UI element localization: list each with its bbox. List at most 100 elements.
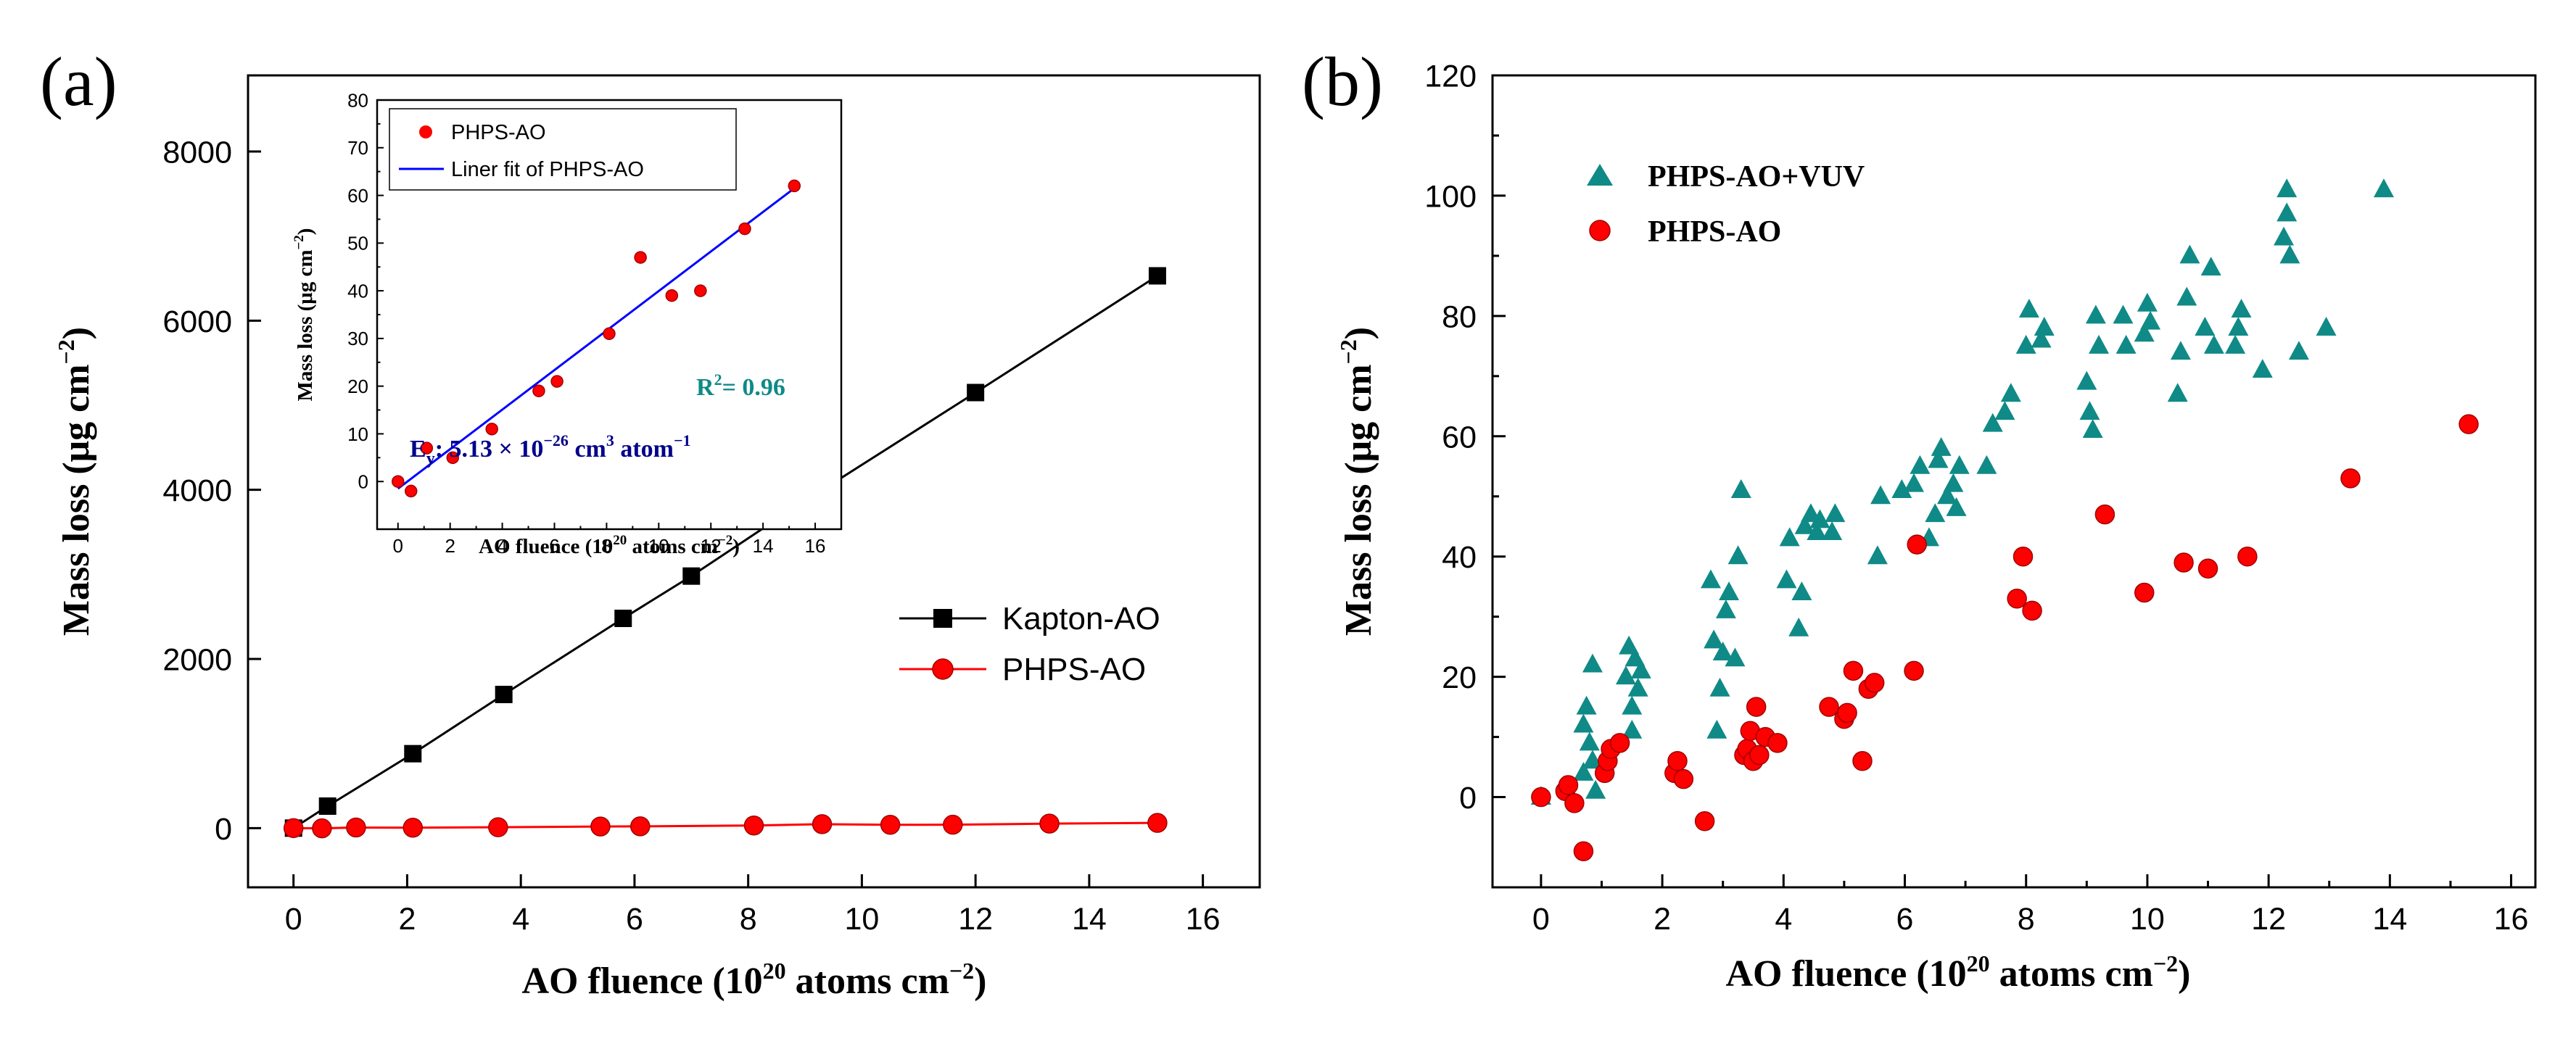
a-ytick-label: 8000	[162, 135, 232, 170]
data-point-b-0	[2288, 341, 2309, 360]
legend-a: Kapton-AO PHPS-AO	[899, 601, 1160, 687]
panel-b: (b) 0 2 4 6 8 10 12 14 16 0 20 40 60 80 100 120 AO flu…	[1302, 43, 2537, 995]
data-point-b-0	[1709, 677, 1730, 697]
b-ytick-label: 60	[1442, 420, 1477, 455]
b-xtick-label: 14	[2372, 902, 2407, 937]
data-point-b-0	[1730, 479, 1751, 498]
x-axis-label-b: AO fluence (1020 atoms cm−2)	[1726, 950, 2191, 995]
data-point-b-1	[1564, 793, 1585, 813]
a-xtick-label: 4	[512, 902, 529, 937]
data-point-b-0	[2231, 299, 2252, 318]
data-point-b-0	[1825, 503, 1846, 523]
inset-y-ticks: 0 10 20 30 40 50 60 70 80	[347, 89, 384, 493]
inset-xtick-label: 10	[648, 535, 669, 557]
data-point-b-0	[1994, 401, 2015, 420]
data-point-b-1	[1852, 751, 1873, 771]
a-xtick-label: 14	[1072, 902, 1107, 937]
inset-ytick-label: 20	[347, 376, 368, 397]
data-point-b-0	[1788, 617, 1809, 636]
legend-label-phps-a: PHPS-AO	[1002, 652, 1146, 687]
a-xtick-label: 6	[626, 902, 643, 937]
y-axis-label-a: Mass loss (μg cm−2)	[53, 327, 97, 636]
y-ticks-b: 0 20 40 60 80 100 120	[1424, 59, 1506, 816]
b-ytick-label: 0	[1459, 781, 1477, 816]
data-point-b-1	[1673, 768, 1694, 789]
data-point-a-1	[488, 817, 508, 837]
data-point-b-0	[2274, 226, 2295, 246]
inset-data-point	[550, 375, 564, 388]
data-point-b-0	[2082, 419, 2103, 438]
inset-data-point	[404, 484, 418, 498]
inset-xtick-label: 4	[497, 535, 507, 557]
data-point-b-0	[2167, 383, 2188, 402]
data-point-b-0	[2225, 334, 2246, 354]
inset-xtick-label: 14	[753, 535, 774, 557]
inset-x-axis-label: AO fluence (1020 atoms cm−2)	[479, 533, 740, 558]
data-point-a-1	[812, 814, 833, 834]
data-point-a-1	[283, 818, 304, 839]
b-xtick-label: 2	[1654, 902, 1671, 937]
data-point-a-0	[682, 567, 701, 585]
b-xtick-label: 6	[1896, 902, 1914, 937]
legend-label-vuv: PHPS-AO+VUV	[1648, 160, 1865, 194]
data-point-b-0	[2089, 334, 2110, 354]
legend-marker-phps-b	[1589, 220, 1611, 241]
data-point-a-0	[318, 797, 337, 815]
data-point-b-0	[1791, 581, 1812, 600]
panel-label-a: (a)	[40, 43, 117, 120]
data-point-b-0	[2200, 257, 2221, 275]
data-point-b-1	[1694, 810, 1715, 831]
data-point-b-1	[2012, 546, 2034, 567]
inset-x-ticks: 0 2 4 6 8 10 12 14 16	[393, 523, 826, 557]
data-point-b-0	[1706, 719, 1727, 739]
inset-data-point	[788, 179, 801, 193]
inset-legend: PHPS-AO Liner fit of PHPS-AO	[389, 108, 737, 191]
data-point-b-0	[2000, 383, 2021, 402]
data-point-b-1	[1558, 775, 1579, 795]
data-point-b-0	[1585, 779, 1606, 799]
b-ytick-label: 40	[1442, 540, 1477, 575]
data-point-b-0	[1982, 412, 2003, 432]
data-point-b-0	[2276, 178, 2298, 198]
data-point-b-1	[2134, 582, 2155, 603]
data-point-b-0	[2179, 244, 2200, 264]
b-xtick-label: 16	[2494, 902, 2529, 937]
data-point-b-1	[1531, 787, 1551, 808]
y-ticks-a: 0 2000 4000 6000 8000	[162, 135, 261, 847]
legend-marker-kapton	[933, 609, 952, 628]
data-point-b-1	[1837, 702, 1857, 723]
data-point-a-1	[630, 816, 651, 837]
data-point-b-0	[2170, 341, 2191, 360]
data-point-b-0	[1937, 485, 1958, 505]
data-point-b-0	[1928, 449, 1949, 468]
data-point-b-0	[1704, 629, 1725, 649]
b-ytick-label: 20	[1442, 660, 1477, 695]
x-axis-label-a: AO fluence (1020 atoms cm−2)	[522, 958, 987, 1002]
data-point-b-0	[2276, 202, 2298, 222]
inset-data-point	[532, 384, 545, 397]
series-a	[283, 267, 1168, 839]
plot-area-a	[247, 74, 1261, 889]
inset-data-point	[665, 289, 679, 302]
x-ticks-a: 0 2 4 6 8 10 12 14 16	[285, 874, 1221, 937]
data-point-a-1	[880, 815, 901, 835]
inset-legend-box	[389, 108, 737, 191]
data-point-b-1	[2174, 552, 2194, 573]
data-point-b-0	[1949, 455, 1970, 474]
data-point-b-0	[1910, 455, 1931, 474]
data-point-b-0	[2316, 317, 2337, 336]
inset-xtick-label: 2	[445, 535, 455, 557]
data-point-b-0	[1870, 485, 1891, 505]
a-xtick-label: 8	[740, 902, 757, 937]
data-point-b-0	[2085, 304, 2106, 324]
data-point-b-1	[2007, 589, 2027, 609]
data-point-b-0	[1622, 695, 1643, 715]
data-point-b-0	[2031, 328, 2052, 348]
b-xtick-label: 10	[2130, 902, 2165, 937]
data-point-b-0	[1579, 731, 1600, 751]
y-axis-label-b: Mass loss (μg cm−2)	[1335, 327, 1379, 636]
data-point-b-1	[2094, 504, 2115, 525]
data-point-b-0	[1622, 719, 1643, 739]
data-point-b-0	[2018, 299, 2039, 318]
